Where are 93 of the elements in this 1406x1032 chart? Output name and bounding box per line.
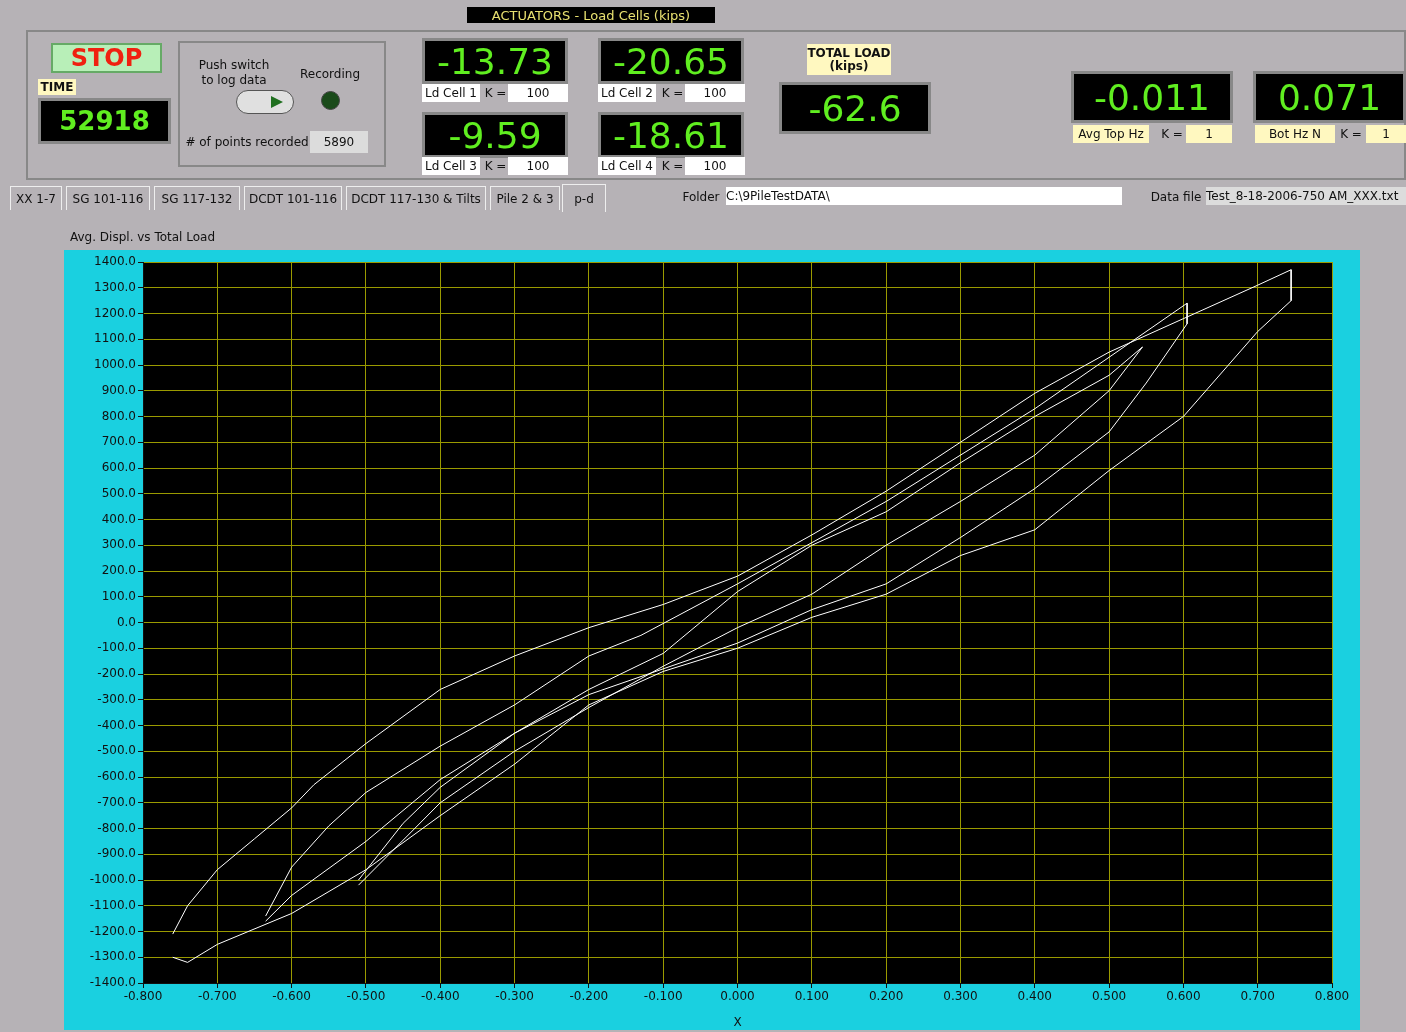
x-tick-label: 0.300 [943,989,978,1004]
text: 100 [508,157,568,175]
y-tick-label: 600.0 [101,460,136,475]
text: 100 [685,84,745,102]
text: XX 1-7 [10,186,62,210]
x-axis-title: X [733,1014,742,1029]
y-tick-label: 400.0 [101,511,136,526]
text: SG 101-116 [66,186,150,210]
x-tick-label: -0.200 [569,989,609,1004]
y-tick-label: -200.0 [97,666,136,681]
y-tick-label: -500.0 [97,743,136,758]
text: Ld Cell 1 [422,84,480,102]
chart-title: Avg. Displ. vs Total Load [70,230,216,244]
text: Recording [299,66,361,82]
text: 100 [685,157,745,175]
text: Ld Cell 4 [598,157,656,175]
text: K = [660,158,685,175]
text: p-d [562,184,606,212]
text: K = [483,85,508,102]
y-tick-label: -300.0 [97,691,136,706]
x-tick-label: 0.700 [1240,989,1275,1004]
y-tick-label: -1200.0 [89,923,136,938]
y-tick-label: 1100.0 [94,331,136,346]
text: -13.73 [422,38,568,84]
y-tick-label: -600.0 [97,769,136,784]
text: TOTAL LOAD (kips) [807,44,891,75]
x-tick-label: 0.100 [794,989,829,1004]
text: # of points recorded [185,134,309,151]
y-tick-label: -1300.0 [89,949,136,964]
y-tick-label: -400.0 [97,717,136,732]
y-tick-label: 900.0 [101,382,136,397]
text: Bot Hz N [1255,125,1335,143]
text: -62.6 [779,82,931,134]
x-tick-label: -0.300 [495,989,534,1004]
text: Data file [1149,189,1203,206]
x-tick-label: 0.500 [1091,989,1127,1004]
text: K = [660,85,685,102]
y-tick-label: -1000.0 [89,872,136,887]
text: Avg Top Hz [1073,125,1149,143]
x-tick-label: 0.800 [1314,989,1350,1004]
text: Pile 2 & 3 [490,186,560,210]
y-tick-label: 300.0 [101,537,136,552]
text: 100 [508,84,568,102]
text: K = [1160,126,1184,143]
text: Ld Cell 2 [598,84,656,102]
text: SG 117-132 [154,186,240,210]
y-tick-label: 0.0 [116,614,136,629]
text: 52918 [38,98,171,144]
text: Ld Cell 3 [422,157,480,175]
x-tick-label: -0.400 [420,989,460,1004]
y-tick-label: 1000.0 [94,357,136,372]
text: 5890 [310,131,368,153]
text: K = [1339,126,1363,143]
x-tick-label: 0.200 [868,989,904,1004]
x-tick-label: 0.600 [1166,989,1201,1004]
text: 1 [1366,125,1406,143]
text: Test_8-18-2006-750 AM_XXX.txt [1206,187,1406,205]
y-tick-label: -100.0 [97,640,136,655]
text: DCDT 117-130 & Tilts [346,186,486,210]
text: -0.011 [1071,71,1233,123]
y-tick-label: -900.0 [97,846,136,861]
y-tick-label: 800.0 [101,408,136,423]
y-tick-label: -800.0 [97,820,136,835]
x-tick-label: 0.000 [720,989,755,1004]
x-tick-label: -0.700 [197,989,237,1004]
text: Folder [681,189,721,206]
x-tick-label: -0.600 [272,989,311,1004]
text: DCDT 101-116 [244,186,342,210]
y-tick-label: 1300.0 [94,279,136,294]
text: 0.071 [1253,71,1406,123]
x-tick-label: -0.500 [346,989,386,1004]
y-tick-label: 500.0 [101,485,136,500]
text: Push switch to log data [197,57,271,89]
text: 1 [1186,125,1232,143]
x-tick-label: 0.400 [1017,989,1052,1004]
y-tick-label: 200.0 [101,563,136,578]
x-tick-label: -0.800 [123,989,163,1004]
y-tick-label: -1400.0 [89,975,136,990]
text: STOP [51,43,162,73]
text: -20.65 [598,38,744,84]
text: -18.61 [598,112,744,158]
y-tick-label: 700.0 [101,434,136,449]
text: -9.59 [422,112,568,158]
y-tick-label: 1200.0 [94,305,136,320]
y-tick-label: -1100.0 [89,897,136,912]
x-tick-label: -0.100 [643,989,683,1004]
text: C:\9PileTestDATA\ [726,187,1122,205]
y-tick-label: 1400.0 [94,254,136,269]
y-tick-label: -700.0 [97,794,136,809]
text: K = [483,158,508,175]
text: ACTUATORS - Load Cells (kips) [467,7,715,23]
text: TIME [38,79,76,95]
y-tick-label: 100.0 [101,588,136,603]
